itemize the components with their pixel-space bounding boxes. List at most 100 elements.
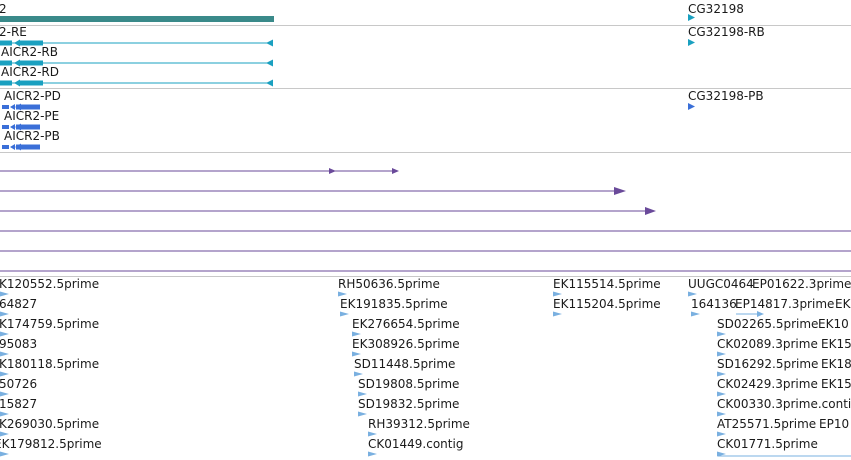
est-label[interactable]: K120552.5prime [0, 277, 100, 291]
protein-glyph[interactable] [15, 103, 21, 111]
est-label[interactable]: CK01771.5prime [717, 437, 818, 451]
est-glyph[interactable] [688, 291, 697, 297]
est-glyph[interactable] [757, 311, 764, 317]
long-feature-glyph[interactable] [329, 168, 336, 174]
protein-glyph[interactable] [16, 144, 40, 150]
protein-label[interactable]: AICR2-PD [4, 89, 61, 103]
transcript-glyph[interactable] [688, 39, 695, 46]
est-label[interactable]: 50726 [0, 377, 38, 391]
est-glyph[interactable] [553, 291, 562, 297]
protein-glyph[interactable] [15, 123, 21, 131]
est-glyph[interactable] [0, 431, 9, 437]
protein-label[interactable]: CG32198-PB [688, 89, 764, 103]
est-glyph[interactable] [0, 351, 9, 357]
est-label[interactable]: CK02089.3prime [717, 337, 818, 351]
est-glyph[interactable] [717, 451, 726, 457]
gene-glyph[interactable] [688, 14, 695, 21]
est-label[interactable]: EK115204.5prime [553, 297, 661, 311]
protein-glyph[interactable] [2, 125, 9, 129]
est-label[interactable]: EP01622.3prime [752, 277, 851, 291]
transcript-glyph[interactable] [0, 80, 12, 86]
est-label[interactable]: EP14817.3prime [735, 297, 835, 311]
transcript-glyph[interactable] [266, 39, 273, 47]
est-glyph[interactable] [0, 311, 9, 317]
est-label[interactable]: UUGC0464 [688, 277, 754, 291]
protein-glyph[interactable] [2, 145, 9, 149]
protein-glyph[interactable] [10, 144, 15, 150]
est-label[interactable]: 164136 [691, 297, 737, 311]
est-label[interactable]: CK01449.contig [368, 437, 464, 451]
est-label[interactable]: K180118.5prime [0, 357, 100, 371]
est-glyph[interactable] [352, 351, 361, 357]
est-glyph[interactable] [0, 451, 9, 457]
est-label[interactable]: EK18 [821, 357, 851, 371]
protein-glyph[interactable] [2, 105, 9, 109]
gene-label[interactable]: 2 [0, 2, 7, 16]
est-label[interactable]: EK2 [835, 297, 851, 311]
est-label[interactable]: RH50636.5prime [338, 277, 440, 291]
transcript-label[interactable]: CG32198-RB [688, 25, 765, 39]
est-glyph[interactable] [717, 331, 726, 337]
est-label[interactable]: SD19832.5prime [358, 397, 460, 411]
protein-glyph[interactable] [10, 124, 15, 130]
est-glyph[interactable] [358, 391, 367, 397]
est-glyph[interactable] [358, 411, 367, 417]
est-label[interactable]: RH39312.5prime [368, 417, 470, 431]
est-label[interactable]: SD16292.5prime [717, 357, 819, 371]
est-label[interactable]: 95083 [0, 337, 38, 351]
protein-label[interactable]: AICR2-PE [4, 109, 60, 123]
protein-label[interactable]: AICR2-PB [4, 129, 60, 143]
est-label[interactable]: EK10 [818, 317, 849, 331]
est-glyph[interactable] [340, 311, 349, 317]
protein-glyph[interactable] [16, 104, 40, 110]
est-glyph[interactable] [717, 351, 726, 357]
est-glyph[interactable] [0, 291, 9, 297]
est-label[interactable]: K269030.5prime [0, 417, 100, 431]
est-label[interactable]: CK00330.3prime.conti [717, 397, 851, 411]
est-label[interactable]: CK02429.3prime [717, 377, 818, 391]
est-glyph[interactable] [717, 411, 726, 417]
gene-label[interactable]: CG32198 [688, 2, 744, 16]
protein-glyph[interactable] [688, 103, 695, 110]
transcript-label[interactable]: AICR2-RB [1, 45, 58, 59]
est-label[interactable]: EP10 [819, 417, 850, 431]
est-label[interactable]: SD19808.5prime [358, 377, 460, 391]
transcript-glyph[interactable] [0, 40, 12, 46]
est-label[interactable]: EK15 [821, 337, 851, 351]
transcript-glyph[interactable] [266, 79, 273, 87]
est-glyph[interactable] [717, 371, 726, 377]
transcript-glyph[interactable] [266, 59, 273, 67]
est-glyph[interactable] [368, 431, 377, 437]
long-feature-glyph[interactable] [645, 207, 656, 215]
transcript-glyph[interactable] [14, 59, 20, 67]
transcript-glyph[interactable] [18, 40, 43, 46]
est-glyph[interactable] [368, 451, 377, 457]
long-feature-glyph[interactable] [392, 168, 399, 174]
est-label[interactable]: EK179812.5prime [0, 437, 102, 451]
est-label[interactable]: EK276654.5prime [352, 317, 460, 331]
transcript-glyph[interactable] [18, 80, 43, 86]
est-label[interactable]: SD02265.5prime [717, 317, 819, 331]
transcript-label[interactable]: AICR2-RD [1, 65, 60, 79]
est-label[interactable]: 64827 [0, 297, 38, 311]
transcript-label[interactable]: 2-RE [0, 25, 27, 39]
gene-glyph[interactable] [0, 16, 274, 22]
protein-glyph[interactable] [16, 124, 40, 130]
est-label[interactable]: EK191835.5prime [340, 297, 448, 311]
est-glyph[interactable] [717, 391, 726, 397]
transcript-glyph[interactable] [14, 39, 20, 47]
est-glyph[interactable] [691, 311, 700, 317]
est-label[interactable]: EK15 [821, 377, 851, 391]
est-label[interactable]: 15827 [0, 397, 38, 411]
long-feature-glyph[interactable] [614, 187, 626, 195]
est-label[interactable]: AT25571.5prime [717, 417, 817, 431]
est-label[interactable]: SD11448.5prime [354, 357, 456, 371]
est-label[interactable]: K174759.5prime [0, 317, 100, 331]
protein-glyph[interactable] [10, 104, 15, 110]
transcript-glyph[interactable] [18, 60, 43, 66]
est-glyph[interactable] [352, 331, 361, 337]
est-glyph[interactable] [553, 311, 562, 317]
est-label[interactable]: EK115514.5prime [553, 277, 661, 291]
